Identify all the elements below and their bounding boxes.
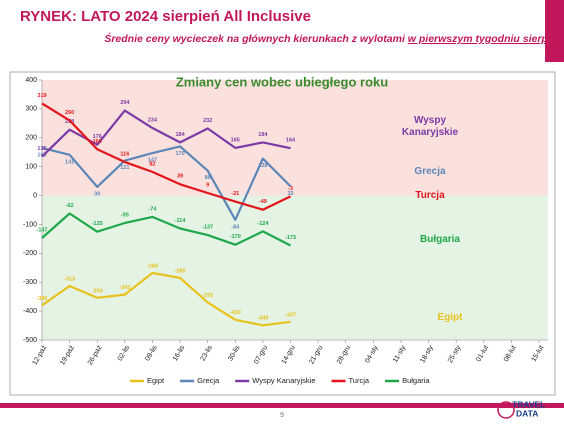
data-label: -74 bbox=[148, 206, 157, 212]
data-label: -437 bbox=[285, 312, 296, 318]
series-direct-label-text: Wyspy Kanaryjskie bbox=[401, 115, 459, 138]
series-line bbox=[41, 145, 292, 221]
slide-title: RYNEK: LATO 2024 sierpień All Inclusive bbox=[20, 8, 311, 25]
positive-band bbox=[42, 80, 548, 196]
series-line bbox=[41, 271, 291, 327]
series-direct-label: Bułgaria bbox=[419, 234, 460, 245]
data-label: 165 bbox=[231, 137, 240, 143]
y-tick-label: 0 bbox=[33, 192, 37, 199]
data-label: 260 bbox=[65, 110, 74, 116]
y-tick-label: -500 bbox=[23, 337, 37, 344]
y-tick-label: -200 bbox=[23, 250, 37, 257]
data-label: 121 bbox=[120, 165, 129, 171]
page-number: 9 bbox=[280, 412, 284, 419]
subtitle: Średnie ceny wycieczek na głównych kieru… bbox=[104, 32, 563, 45]
data-label: 141 bbox=[65, 159, 74, 165]
data-label: 160 bbox=[93, 139, 102, 145]
subtitle-main: Średnie ceny wycieczek na głównych kieru… bbox=[104, 32, 406, 45]
series-line bbox=[41, 102, 291, 211]
data-label: 86 bbox=[205, 175, 211, 181]
data-label: -370 bbox=[202, 293, 213, 299]
data-label: -173 bbox=[285, 235, 296, 241]
data-label: -137 bbox=[202, 225, 213, 231]
data-label: 39 bbox=[177, 174, 183, 180]
data-label: 147 bbox=[148, 158, 157, 164]
corner-strip bbox=[545, 0, 564, 62]
data-label: -49 bbox=[259, 199, 267, 205]
data-label: 135 bbox=[37, 146, 46, 152]
y-tick-label: 200 bbox=[25, 135, 37, 142]
data-label: -354 bbox=[92, 288, 104, 294]
data-label: -380 bbox=[36, 296, 47, 302]
data-label: 228 bbox=[65, 119, 74, 125]
data-label: 82 bbox=[149, 161, 155, 167]
data-label: -170 bbox=[230, 234, 241, 240]
data-label: 128 bbox=[258, 163, 267, 169]
series-direct-label-text: Bułgaria bbox=[419, 234, 460, 245]
data-label: -285 bbox=[175, 268, 186, 274]
series-direct-label: Egipt bbox=[437, 312, 463, 323]
data-label: 164 bbox=[286, 138, 296, 144]
data-label: -430 bbox=[230, 310, 241, 316]
logo-circle bbox=[497, 401, 515, 419]
legend-label: Egipt bbox=[147, 376, 165, 385]
y-tick-label: -100 bbox=[23, 221, 37, 228]
data-label: 294 bbox=[120, 100, 130, 106]
legend-label: Grecja bbox=[197, 376, 220, 385]
data-label: -62 bbox=[66, 203, 74, 209]
data-label: 232 bbox=[203, 118, 212, 124]
series-direct-label-text: Egipt bbox=[437, 312, 463, 323]
footer-bar bbox=[0, 403, 564, 408]
data-label: 234 bbox=[148, 117, 158, 123]
y-tick-label: -300 bbox=[23, 279, 37, 286]
data-label: -84 bbox=[231, 224, 240, 230]
data-label: -343 bbox=[119, 285, 130, 291]
data-label: -268 bbox=[147, 263, 158, 269]
y-tick-label: 300 bbox=[25, 106, 37, 113]
legend-label: Wyspy Kanaryjskie bbox=[252, 376, 315, 385]
data-label: 116 bbox=[120, 151, 129, 157]
series-direct-label: Wyspy Kanaryjskie bbox=[401, 115, 459, 138]
data-label: 32 bbox=[287, 191, 293, 197]
negative-band bbox=[42, 195, 548, 340]
data-label: -114 bbox=[175, 218, 187, 224]
data-label: 170 bbox=[175, 151, 184, 157]
series-direct-label: Grecja bbox=[414, 166, 446, 177]
data-label: -124 bbox=[257, 221, 269, 227]
data-label: 319 bbox=[37, 93, 46, 99]
y-tick-label: 100 bbox=[25, 164, 37, 171]
data-label: -313 bbox=[64, 276, 75, 282]
data-label: 184 bbox=[175, 132, 185, 138]
data-label: -125 bbox=[92, 221, 103, 227]
chart-title: Zmiany cen wobec ubiegłego roku bbox=[176, 74, 388, 89]
data-label: -3 bbox=[288, 186, 293, 192]
legend-label: Bułgaria bbox=[402, 376, 430, 385]
data-label: -21 bbox=[231, 191, 239, 197]
data-label: -449 bbox=[257, 316, 268, 322]
series-direct-label-text: Grecja bbox=[414, 166, 446, 177]
y-tick-label: 400 bbox=[25, 77, 37, 84]
logo-top: TRAVEL bbox=[512, 399, 545, 409]
series-line bbox=[41, 212, 292, 247]
series-direct-label: Turcja bbox=[415, 190, 445, 201]
data-label: 30 bbox=[94, 191, 100, 197]
y-tick-label: -400 bbox=[23, 308, 37, 315]
data-label: 9 bbox=[206, 182, 209, 188]
data-label: 176 bbox=[93, 134, 102, 140]
subtitle-emphasis: w pierwszym tygodniu sierpnia bbox=[408, 33, 563, 45]
legend-label: Turcja bbox=[349, 376, 370, 385]
data-label: 184 bbox=[258, 132, 268, 138]
series-direct-label-text: Turcja bbox=[415, 190, 445, 201]
logo-bottom: DATA bbox=[516, 408, 538, 418]
series-line bbox=[41, 109, 291, 158]
data-label: -147 bbox=[36, 227, 47, 233]
data-label: -95 bbox=[121, 212, 129, 218]
